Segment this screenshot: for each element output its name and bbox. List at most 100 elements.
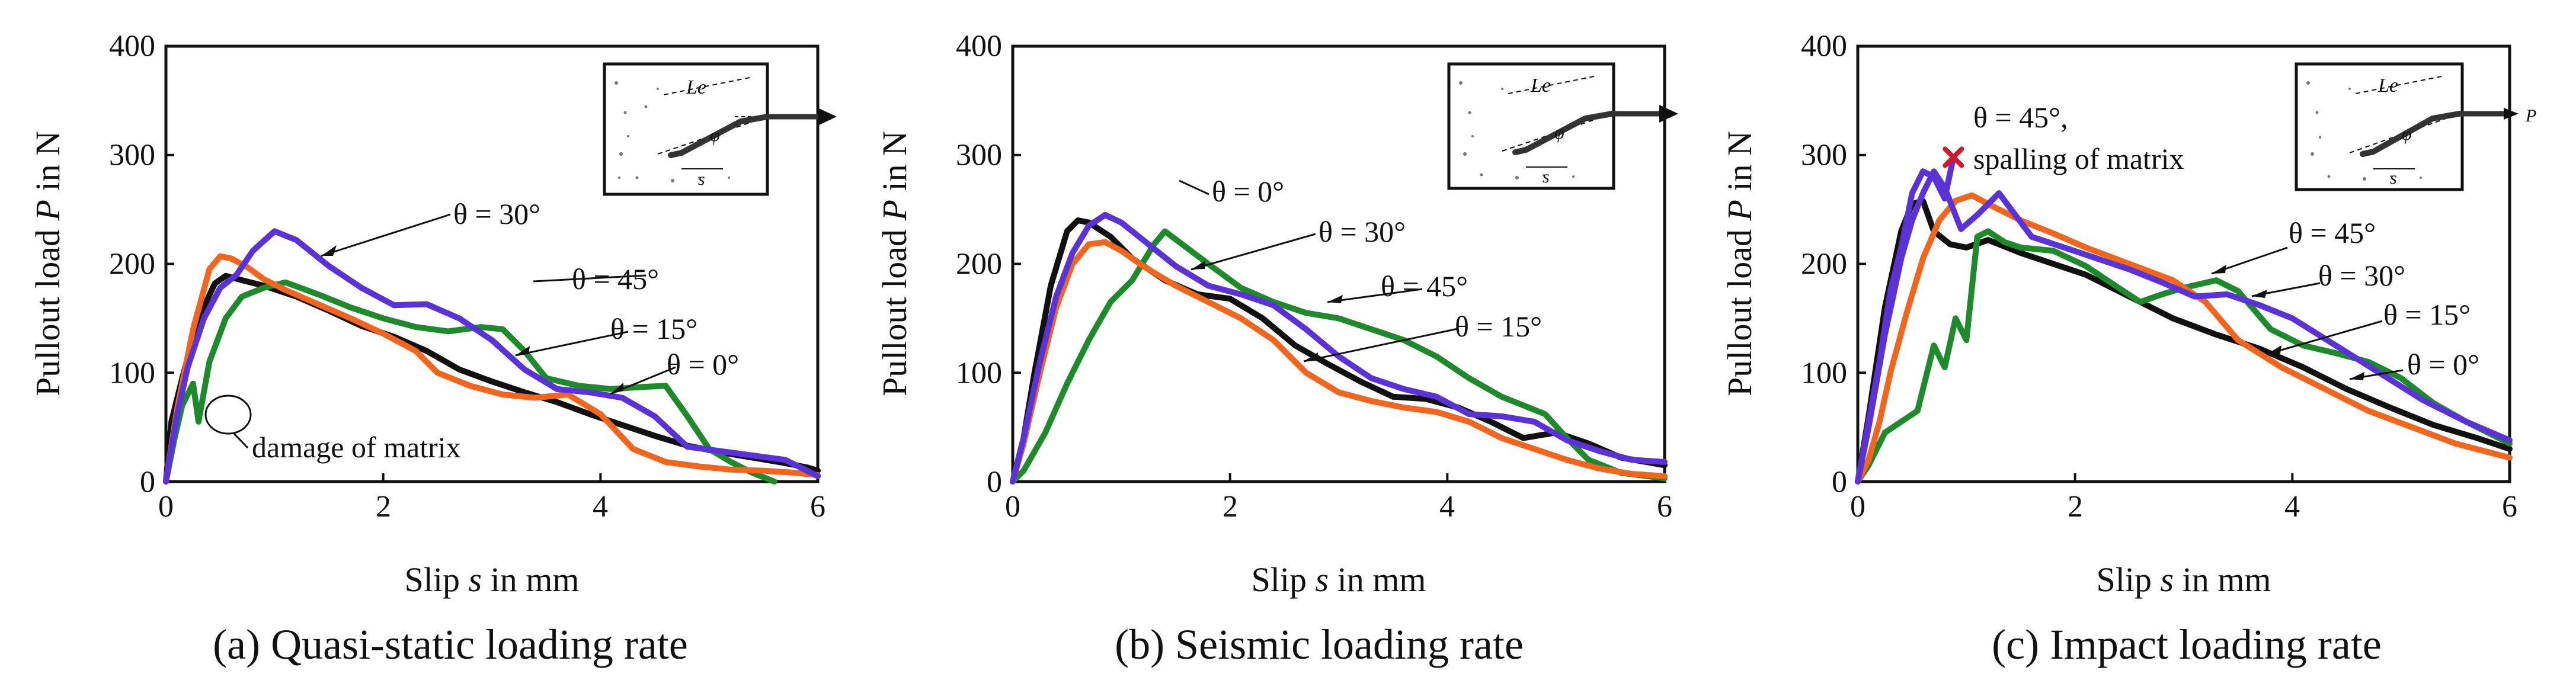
series-group-a [163,228,821,485]
inset-label: Le [2377,75,2398,97]
leader-arrowhead [610,383,623,394]
series-line-theta-0 [1010,217,1668,485]
series-line-theta-30 [1010,211,1668,485]
xtick-label: 4 [593,490,608,524]
xtick-label: 0 [1005,490,1020,524]
panel-a: 0 100 200 300 400 0 2 4 6 Slip s in mm P… [28,30,837,668]
annotation-label: θ = 30° [453,197,540,230]
leader-arrowhead [1327,295,1343,303]
x-axis-label: Slip s in mm [405,560,580,599]
series-line-theta-45-purple-peak [1855,154,1957,485]
inset-label: s [698,169,705,189]
panel-caption: (c) Impact loading rate [1992,621,2382,668]
xtick-label: 0 [1850,490,1865,524]
ytick-label: 0 [1832,466,1847,499]
annotation-label: θ = 45° [2289,216,2376,249]
ytick-label: 400 [1801,30,1847,63]
xtick-label: 2 [2068,490,2083,524]
annotation-label: θ = 30° [2318,259,2405,292]
xtick-label: 4 [1439,490,1455,524]
series-group-c [1855,146,2513,485]
annotation-label: θ = 0° [1212,175,1284,208]
ytick-label: 200 [109,248,155,281]
ytick-label: 300 [1801,139,1847,172]
series-line-theta-45 [1855,228,2513,485]
series-group-b [1010,211,1668,485]
leader-line [233,432,249,449]
panel-caption: (b) Seismic loading rate [1115,621,1524,668]
series-line-theta-15 [163,253,821,485]
annotation-label: θ = 15° [2383,298,2471,331]
ytick-label: 400 [956,30,1002,63]
leader-arrowhead [2350,372,2364,380]
series-line-theta-30 [163,228,821,485]
inset-label: s [1543,167,1550,187]
leader-arrowhead [1304,352,1318,361]
leader-arrowhead [516,346,530,355]
inset-label: φ [1554,123,1564,143]
ytick-label: 300 [956,139,1002,172]
xtick-label: 6 [810,490,825,524]
leader-line [1179,179,1209,195]
ytick-label: 400 [109,30,155,63]
damage-circle [204,394,252,435]
leader-line [2266,320,2383,355]
xtick-label: 2 [1223,490,1238,524]
ytick-label: 200 [956,248,1002,281]
annotation-label: θ = 0° [2407,348,2479,381]
xtick-label: 2 [376,490,391,524]
xtick-label: 6 [1657,490,1672,524]
fiber-pullout-schematic-icon: Le φ s [603,62,837,196]
xtick-label: 6 [2502,490,2517,524]
fiber-pullout-schematic-icon: Le φ s P [2295,62,2536,191]
leader-line [515,331,629,357]
y-axis-label: Pullout load P in N [1720,131,1759,396]
annotation-label: spalling of matrix [1973,142,2184,175]
leader-arrowhead [2252,290,2267,298]
ticks-c [1857,45,2511,483]
annotation-label: θ = 15° [1455,310,1542,343]
ytick-label: 200 [1801,248,1847,281]
x-axis-label: Slip s in mm [2097,560,2271,599]
leader-line [1191,233,1316,271]
series-line-theta-0 [1855,197,2513,485]
annotation-label: damage of matrix [252,431,461,464]
xtick-label: 0 [158,490,174,524]
ytick-label: 100 [956,357,1002,390]
inset-label: φ [710,126,720,145]
panel-c: 0 100 200 300 400 0 2 4 6 Slip s in mm P… [1720,30,2536,669]
panel-caption: (a) Quasi-static loading rate [213,621,688,668]
tick-labels-b: 0 100 200 300 400 0 2 4 6 [956,30,1672,524]
leader-line [533,274,647,283]
inset-label: Le [1530,75,1551,97]
inset-label: Le [686,76,706,98]
annotation-label: θ = 30° [1319,215,1406,248]
leader-line [1327,288,1423,303]
leader-arrowhead [321,245,337,256]
series-line-theta-45 [163,279,777,485]
ytick-label: 100 [109,357,155,390]
y-axis-label: Pullout load P in N [875,131,914,396]
leader-arrowhead [1191,261,1205,270]
inset-label: φ [2402,124,2412,144]
annotation-label: θ = 45° [572,262,659,296]
annotation-label: θ = 45° [1381,270,1468,303]
series-line-theta-45 [1010,228,1668,485]
inset-label: P [2525,106,2536,126]
tick-labels-a: 0 100 200 300 400 0 2 4 6 [109,30,825,524]
ytick-label: 300 [109,139,155,172]
tick-labels-c: 0 100 200 300 400 0 2 4 6 [1801,30,2517,524]
leader-arrowhead [2267,345,2281,354]
fiber-pullout-schematic-icon: Le φ s [1447,62,1678,190]
spalling-marker-icon [1943,146,1964,168]
ytick-label: 0 [140,466,155,499]
leader-arrowhead [2212,265,2226,274]
annotation-label: θ = 0° [667,348,739,381]
series-line-theta-30 [1855,168,2513,485]
xtick-label: 4 [2284,490,2300,524]
inset-label: s [2390,168,2397,188]
annotation-label: θ = 45°, [1973,101,2068,134]
ytick-label: 100 [1801,357,1847,390]
